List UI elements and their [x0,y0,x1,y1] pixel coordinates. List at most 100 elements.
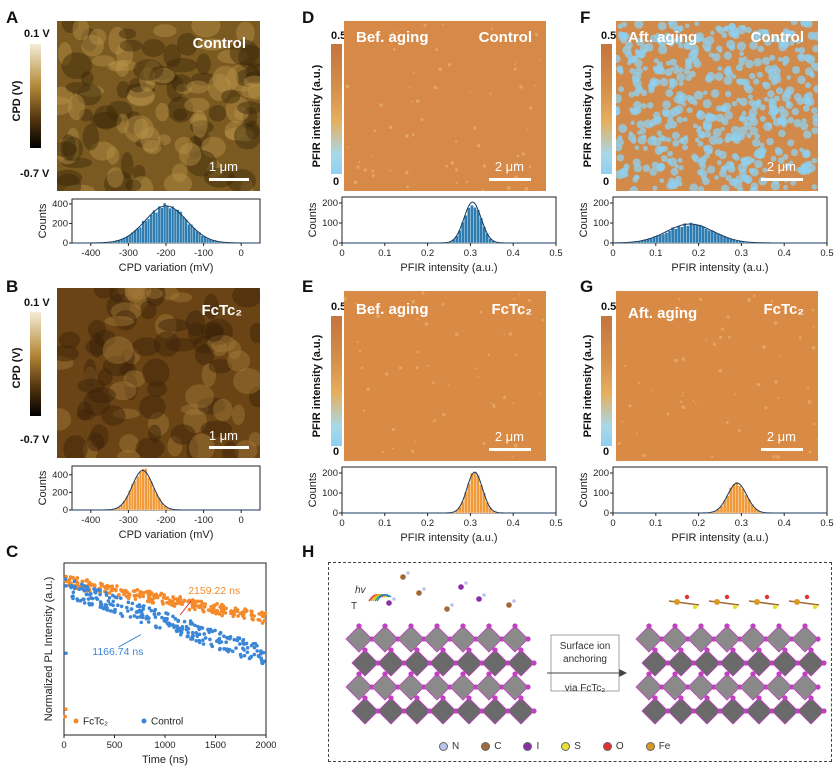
panel-label-f: F [580,8,591,27]
iodide-atom [678,695,684,701]
data-point [171,614,175,619]
histogram-d: 0 0.1 0.2 0.3 0.4 0.5 0 100 200 PFIR intensity (a… [307,196,563,274]
data-point [156,612,161,616]
speckle [816,438,818,441]
x-tick-label: -300 [119,248,138,259]
data-point [256,653,261,658]
data-point [215,601,219,606]
grain [170,424,196,445]
speckle [666,412,670,416]
hist-bar [741,488,745,514]
data-point [222,634,226,638]
speckle [678,81,684,87]
speckle [807,400,812,404]
ion-atom [464,581,468,585]
grain [233,368,260,395]
cbar-top-b: 0.1 V [24,297,50,309]
grain [231,404,245,426]
annotation-fctc2: 2159.22 ns [188,585,240,597]
speckle [756,71,763,78]
cbar-top-f: 0.5 [601,30,617,42]
speckle [539,58,541,61]
afm-texture [57,288,260,458]
speckle [518,293,520,296]
speckle [723,67,731,76]
kpfm-map-a: Control 1 μm [57,21,260,191]
iodide-atom [730,695,736,701]
x-tick-label: 0.4 [507,248,520,259]
grain [126,86,156,107]
data-point [71,590,76,595]
speckle [481,189,485,191]
octahedron [475,673,503,701]
x-tick-label: 0.2 [692,518,705,529]
pfir-colorbar-d [331,44,342,174]
speckle [529,106,533,110]
speckle [792,438,796,443]
speckle [801,149,811,159]
speckle [798,47,806,54]
grain [185,384,214,409]
grain [57,173,82,191]
data-point [244,641,249,646]
data-point [236,614,240,618]
fit-curve [72,469,260,511]
octahedron [791,673,819,701]
data-point [187,607,192,612]
data-point [250,616,254,621]
iodide-atom [821,660,827,666]
image-bg [57,288,260,458]
iodide-atom [782,695,788,701]
speckle [514,162,518,166]
speckle [465,180,469,183]
speckle [759,104,766,111]
x-tick-label: 0 [610,518,615,529]
data-point [107,595,112,600]
data-point [85,585,90,589]
hist-bar [133,480,137,511]
histogram-a: -400 -300 -200 -100 0 0 200 400 CPD variation (m… [37,198,261,274]
y-axis-label: Counts [307,472,319,507]
speckle [678,43,684,49]
data-point [73,585,77,589]
cbar-top-a: 0.1 V [24,28,50,40]
speckle [714,175,719,180]
cbar-title-e: PFIR intensity (a.u.) [311,334,323,438]
legend-label: Control [151,717,183,728]
data-point [196,599,201,604]
grain [57,408,72,431]
octahedron [745,649,773,677]
data-point [98,605,103,609]
iodide-atom [815,636,821,642]
speckle [764,406,768,410]
hist-bar [157,206,161,244]
grain [72,21,90,41]
data-point [252,614,257,618]
grain [104,316,135,327]
iodide-atom [414,647,420,653]
speckle [678,298,681,301]
pfir-map-f: Aft. aging Control 2 μm [616,21,818,191]
speckle [674,64,679,70]
grain [225,96,251,124]
grain [243,75,260,87]
speckle [450,161,455,165]
speckle [811,308,815,312]
data-point [127,592,132,597]
octahedron [635,625,663,653]
data-point [104,593,109,597]
data-point [160,615,164,620]
speckle [423,310,427,315]
speckle [812,62,818,72]
speckle [373,129,377,133]
grain [94,329,116,348]
data-point [175,626,180,631]
speckle [804,67,814,76]
speckle [527,298,532,303]
data-point [225,635,229,640]
octahedron [739,625,767,653]
speckle [696,110,706,120]
iodide-atom [356,623,362,629]
octahedron [455,649,483,677]
octahedron [687,673,715,701]
